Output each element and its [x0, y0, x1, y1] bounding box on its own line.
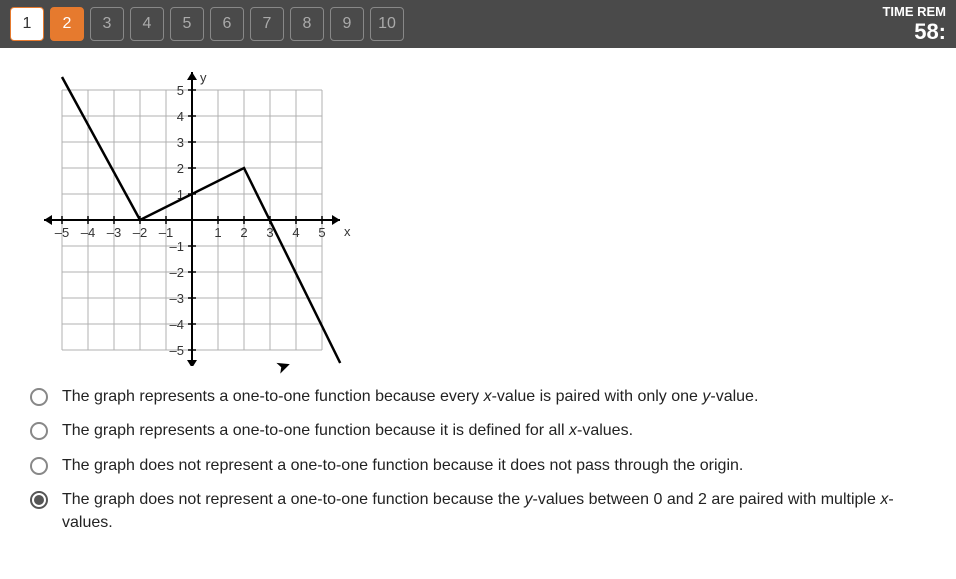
graph-container: –5–4–3–2–112345–5–4–3–2–112345xy ➤: [30, 56, 360, 366]
question-button-4[interactable]: 4: [130, 7, 164, 41]
radio-button[interactable]: [30, 422, 48, 440]
header-bar: 12345678910 TIME REM 58:: [0, 0, 956, 48]
svg-text:–3: –3: [170, 291, 184, 306]
graph-svg: –5–4–3–2–112345–5–4–3–2–112345xy: [30, 56, 360, 366]
answer-option-3[interactable]: The graph does not represent a one-to-on…: [30, 455, 936, 477]
svg-text:–4: –4: [170, 317, 184, 332]
option-text: The graph represents a one-to-one functi…: [62, 420, 633, 442]
svg-text:–1: –1: [170, 239, 184, 254]
radio-button[interactable]: [30, 491, 48, 509]
svg-text:4: 4: [177, 109, 184, 124]
svg-text:–2: –2: [133, 225, 147, 240]
answer-option-2[interactable]: The graph represents a one-to-one functi…: [30, 420, 936, 442]
question-button-3[interactable]: 3: [90, 7, 124, 41]
question-button-2[interactable]: 2: [50, 7, 84, 41]
timer-value: 58:: [882, 19, 946, 45]
radio-button[interactable]: [30, 457, 48, 475]
svg-text:5: 5: [318, 225, 325, 240]
svg-text:x: x: [344, 224, 351, 239]
svg-text:–5: –5: [170, 343, 184, 358]
timer-label: TIME REM: [882, 4, 946, 19]
question-button-5[interactable]: 5: [170, 7, 204, 41]
question-button-8[interactable]: 8: [290, 7, 324, 41]
svg-text:y: y: [200, 70, 207, 85]
svg-text:–5: –5: [55, 225, 69, 240]
radio-button[interactable]: [30, 388, 48, 406]
svg-text:–3: –3: [107, 225, 121, 240]
answer-option-4[interactable]: The graph does not represent a one-to-on…: [30, 489, 936, 534]
svg-text:2: 2: [177, 161, 184, 176]
question-button-10[interactable]: 10: [370, 7, 404, 41]
svg-text:–4: –4: [81, 225, 95, 240]
timer: TIME REM 58:: [882, 4, 946, 45]
svg-text:–2: –2: [170, 265, 184, 280]
svg-text:1: 1: [214, 225, 221, 240]
answer-option-1[interactable]: The graph represents a one-to-one functi…: [30, 386, 936, 408]
answer-options: The graph represents a one-to-one functi…: [20, 386, 936, 534]
svg-text:–1: –1: [159, 225, 173, 240]
option-text: The graph does not represent a one-to-on…: [62, 455, 743, 477]
question-button-9[interactable]: 9: [330, 7, 364, 41]
option-text: The graph does not represent a one-to-on…: [62, 489, 936, 534]
svg-text:3: 3: [177, 135, 184, 150]
svg-text:5: 5: [177, 83, 184, 98]
content-area: –5–4–3–2–112345–5–4–3–2–112345xy ➤ The g…: [0, 48, 956, 579]
option-text: The graph represents a one-to-one functi…: [62, 386, 758, 408]
question-nav: 12345678910: [10, 7, 404, 41]
question-button-7[interactable]: 7: [250, 7, 284, 41]
svg-text:2: 2: [240, 225, 247, 240]
question-button-1[interactable]: 1: [10, 7, 44, 41]
svg-text:4: 4: [292, 225, 299, 240]
question-button-6[interactable]: 6: [210, 7, 244, 41]
